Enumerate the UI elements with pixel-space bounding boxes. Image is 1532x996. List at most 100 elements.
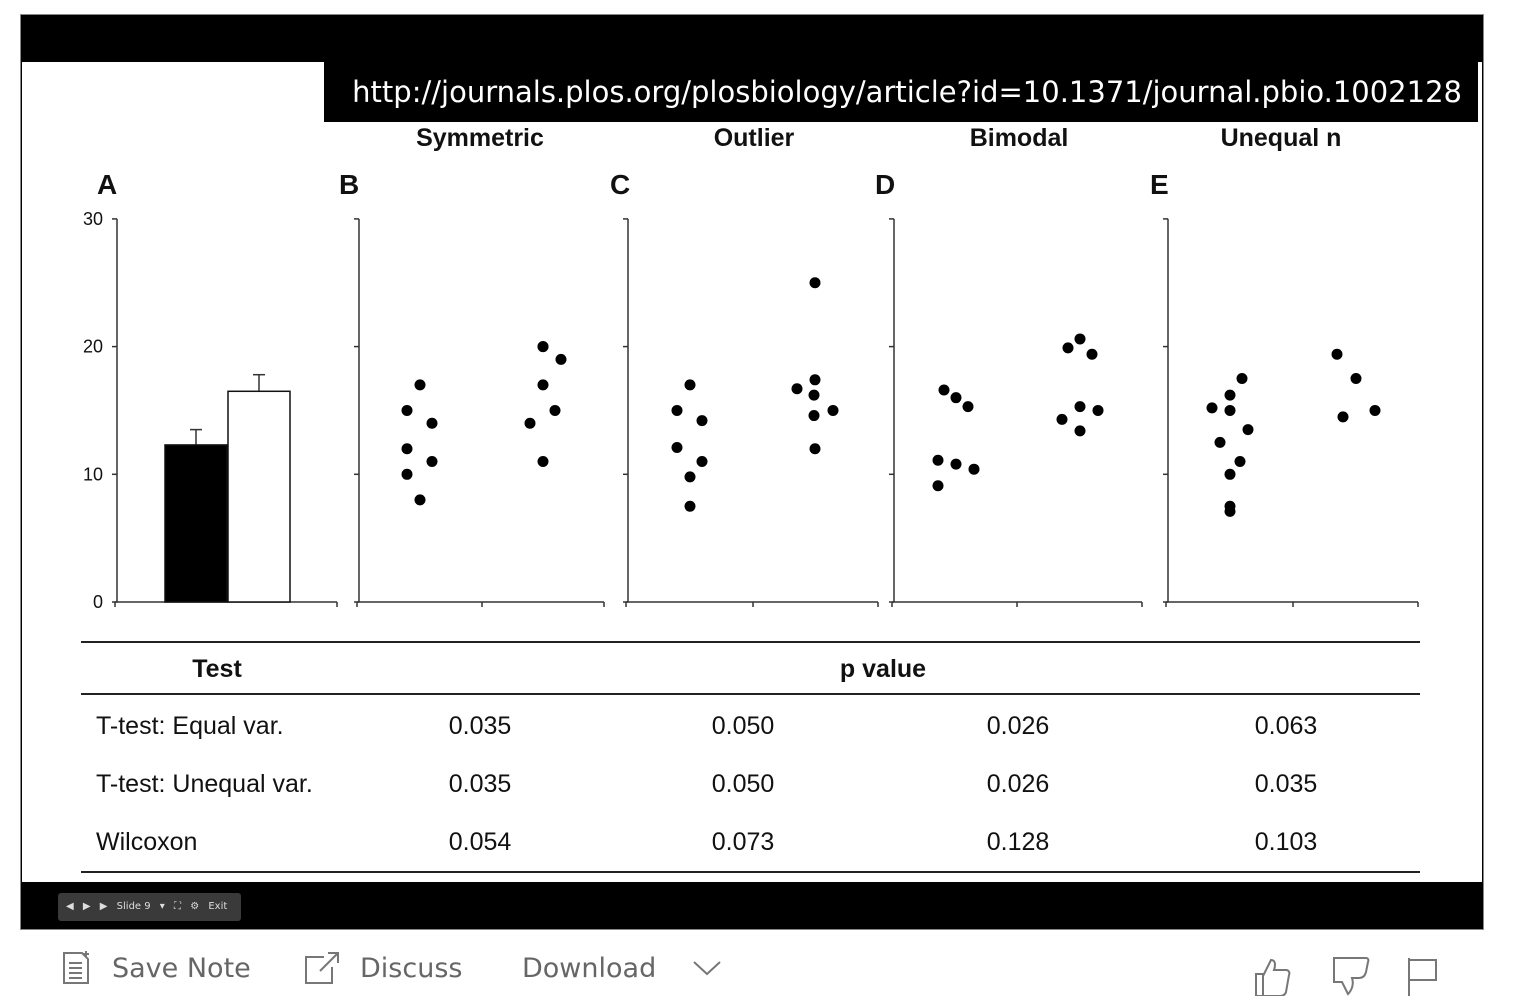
action-bar: Save Note Discuss Download: [0, 940, 1532, 996]
data-point: [1369, 404, 1381, 416]
data-point: [426, 417, 438, 429]
data-point: [671, 441, 683, 453]
column-title: Symmetric: [416, 124, 544, 152]
flag-icon[interactable]: [1404, 956, 1440, 996]
data-point: [1056, 413, 1068, 425]
data-point: [809, 443, 821, 455]
data-point: [808, 410, 820, 422]
data-point: [555, 353, 567, 365]
table-cell-pvalue: 0.050: [712, 770, 775, 798]
table-cell-pvalue: 0.026: [987, 770, 1050, 798]
data-point: [426, 456, 438, 468]
data-point: [1224, 404, 1236, 416]
data-point: [524, 417, 536, 429]
data-point: [791, 383, 803, 395]
data-point: [684, 471, 696, 483]
panel-letter: E: [1150, 169, 1169, 200]
chevron-down-icon: [693, 961, 721, 976]
table-header-test: Test: [192, 655, 242, 683]
prev-icon[interactable]: ◀: [66, 901, 74, 912]
table-cell-pvalue: 0.035: [1255, 770, 1318, 798]
data-point: [671, 404, 683, 416]
data-point: [537, 456, 549, 468]
data-point: [1092, 404, 1104, 416]
bar: [227, 390, 291, 603]
next-icon[interactable]: ▶: [99, 901, 108, 912]
data-point: [1224, 505, 1236, 517]
panel-e: E: [1150, 169, 1419, 607]
panel-letter: D: [875, 169, 895, 200]
external-link-icon: [305, 952, 339, 984]
table-cell-pvalue: 0.103: [1255, 828, 1318, 856]
data-point: [1331, 348, 1343, 360]
thumbs-up-icon[interactable]: [1252, 956, 1292, 996]
panel-b: B: [339, 169, 605, 607]
y-tick-label: 0: [93, 592, 103, 612]
data-point: [537, 341, 549, 353]
data-point: [1234, 456, 1246, 468]
data-point: [1086, 348, 1098, 360]
data-point: [950, 392, 962, 404]
table-cell-test: T-test: Unequal var.: [96, 770, 313, 798]
panel-d: D: [875, 169, 1143, 607]
exit-button[interactable]: Exit: [208, 901, 228, 912]
table-cell-pvalue: 0.128: [987, 828, 1050, 856]
data-point: [938, 384, 950, 396]
thumbs-down-icon[interactable]: [1330, 956, 1370, 996]
data-point: [1337, 411, 1349, 423]
data-point: [1350, 373, 1362, 385]
figure: Symmetric Outlier Bimodal Unequal n A 0 10 20 3…: [81, 124, 1420, 873]
panel-a: A 0 10 20 30: [83, 169, 338, 612]
download-button[interactable]: Download: [522, 940, 722, 996]
data-point: [1214, 436, 1226, 448]
panel-c: C: [610, 169, 879, 607]
table-cell-test: T-test: Equal var.: [96, 712, 284, 740]
data-point: [808, 389, 820, 401]
column-title: Outlier: [714, 124, 795, 152]
discuss-label: Discuss: [360, 952, 463, 984]
discuss-button[interactable]: Discuss: [302, 940, 462, 996]
data-point: [549, 404, 561, 416]
table-cell-pvalue: 0.035: [449, 770, 512, 798]
data-point: [950, 458, 962, 470]
save-note-button[interactable]: Save Note: [60, 940, 251, 996]
table-cell-pvalue: 0.035: [449, 712, 512, 740]
data-point: [1074, 401, 1086, 413]
play-icon[interactable]: ▶: [82, 901, 91, 912]
data-point: [932, 480, 944, 492]
data-point: [1236, 373, 1248, 385]
data-point: [1074, 333, 1086, 345]
panel-letter: C: [610, 169, 630, 200]
data-point: [932, 454, 944, 466]
table-cell-pvalue: 0.050: [712, 712, 775, 740]
data-point: [537, 379, 549, 391]
y-tick-label: 30: [83, 209, 103, 229]
table-cell-test: Wilcoxon: [96, 828, 197, 856]
data-point: [696, 415, 708, 427]
player-controls: ◀ ▶ ▶ Slide 9 ▾ ⛶ ⚙ Exit: [58, 893, 242, 921]
table-cell-pvalue: 0.063: [1255, 712, 1318, 740]
data-point: [1062, 342, 1074, 354]
data-point: [684, 379, 696, 391]
data-point: [809, 374, 821, 386]
slide: Symmetric Outlier Bimodal Unequal n A 0 10 20 3…: [22, 62, 1482, 882]
data-point: [968, 463, 980, 475]
save-note-label: Save Note: [112, 952, 251, 984]
table-row: T-test: Unequal var. 0.035 0.050 0.026 0.035: [96, 770, 1317, 798]
slide-selector[interactable]: Slide 9 ▾: [116, 901, 165, 912]
data-point: [684, 500, 696, 512]
panel-letter: A: [97, 169, 117, 200]
table-cell-pvalue: 0.073: [712, 828, 775, 856]
data-point: [1224, 389, 1236, 401]
data-point: [414, 379, 426, 391]
table-row: T-test: Equal var. 0.035 0.050 0.026 0.063: [96, 712, 1317, 740]
data-point: [414, 494, 426, 506]
data-point: [401, 443, 413, 455]
fullscreen-icon[interactable]: ⛶: [174, 901, 182, 912]
source-url[interactable]: http://journals.plos.org/plosbiology/art…: [324, 62, 1478, 122]
note-icon: [63, 951, 89, 984]
settings-icon[interactable]: ⚙: [190, 901, 200, 912]
slide-selector-label: Slide 9: [116, 901, 151, 912]
data-point: [1206, 402, 1218, 414]
data-point: [962, 401, 974, 413]
